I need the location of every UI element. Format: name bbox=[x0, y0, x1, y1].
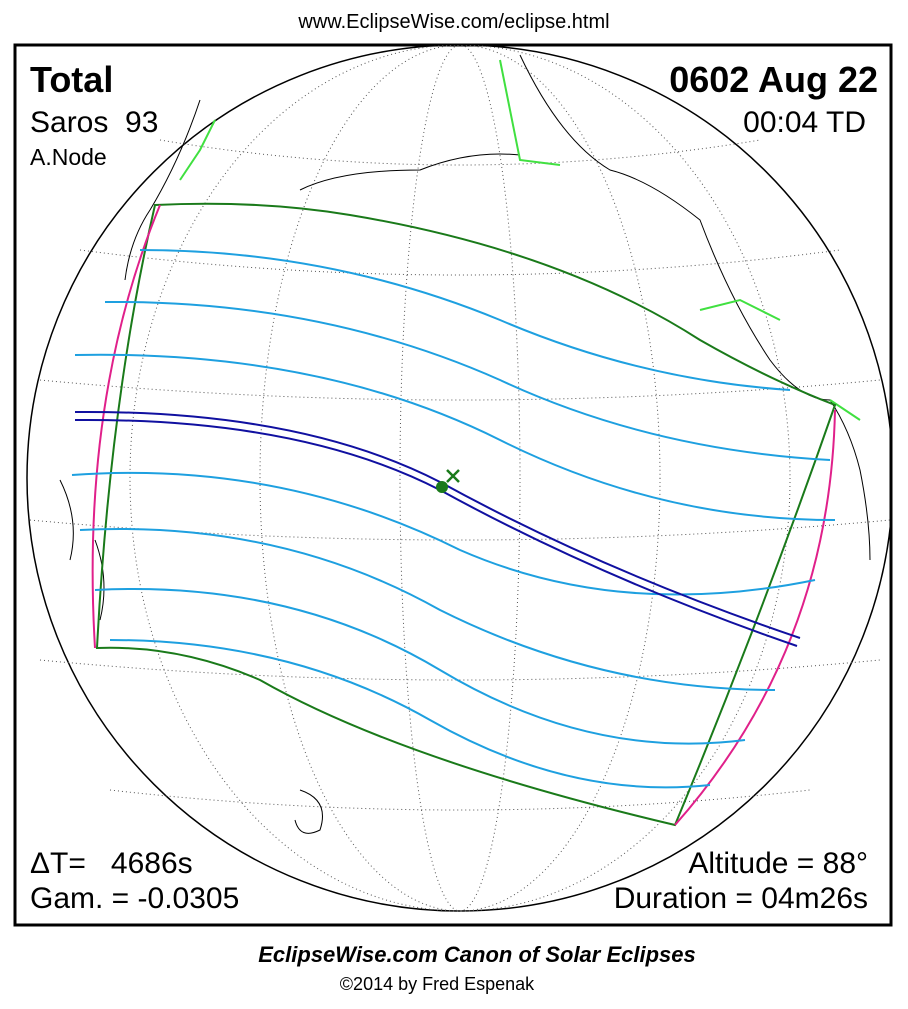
time: 00:04 TD bbox=[743, 106, 866, 139]
gamma: Gam. = -0.0305 bbox=[30, 882, 239, 915]
footer-title: EclipseWise.com Canon of Solar Eclipses bbox=[258, 942, 696, 967]
eclipse-type: Total bbox=[30, 59, 113, 100]
copyright: ©2014 by Fred Espenak bbox=[340, 974, 535, 994]
delta-t: ΔT= 4686s bbox=[30, 847, 193, 880]
saros: Saros 93 bbox=[30, 106, 158, 139]
globe bbox=[26, 45, 891, 912]
node: A.Node bbox=[30, 144, 107, 170]
duration: Duration = 04m26s bbox=[614, 882, 868, 915]
url: www.EclipseWise.com/eclipse.html bbox=[297, 11, 609, 33]
altitude: Altitude = 88° bbox=[688, 847, 868, 880]
eclipse-date: 0602 Aug 22 bbox=[669, 59, 878, 100]
frame bbox=[13, 43, 893, 927]
